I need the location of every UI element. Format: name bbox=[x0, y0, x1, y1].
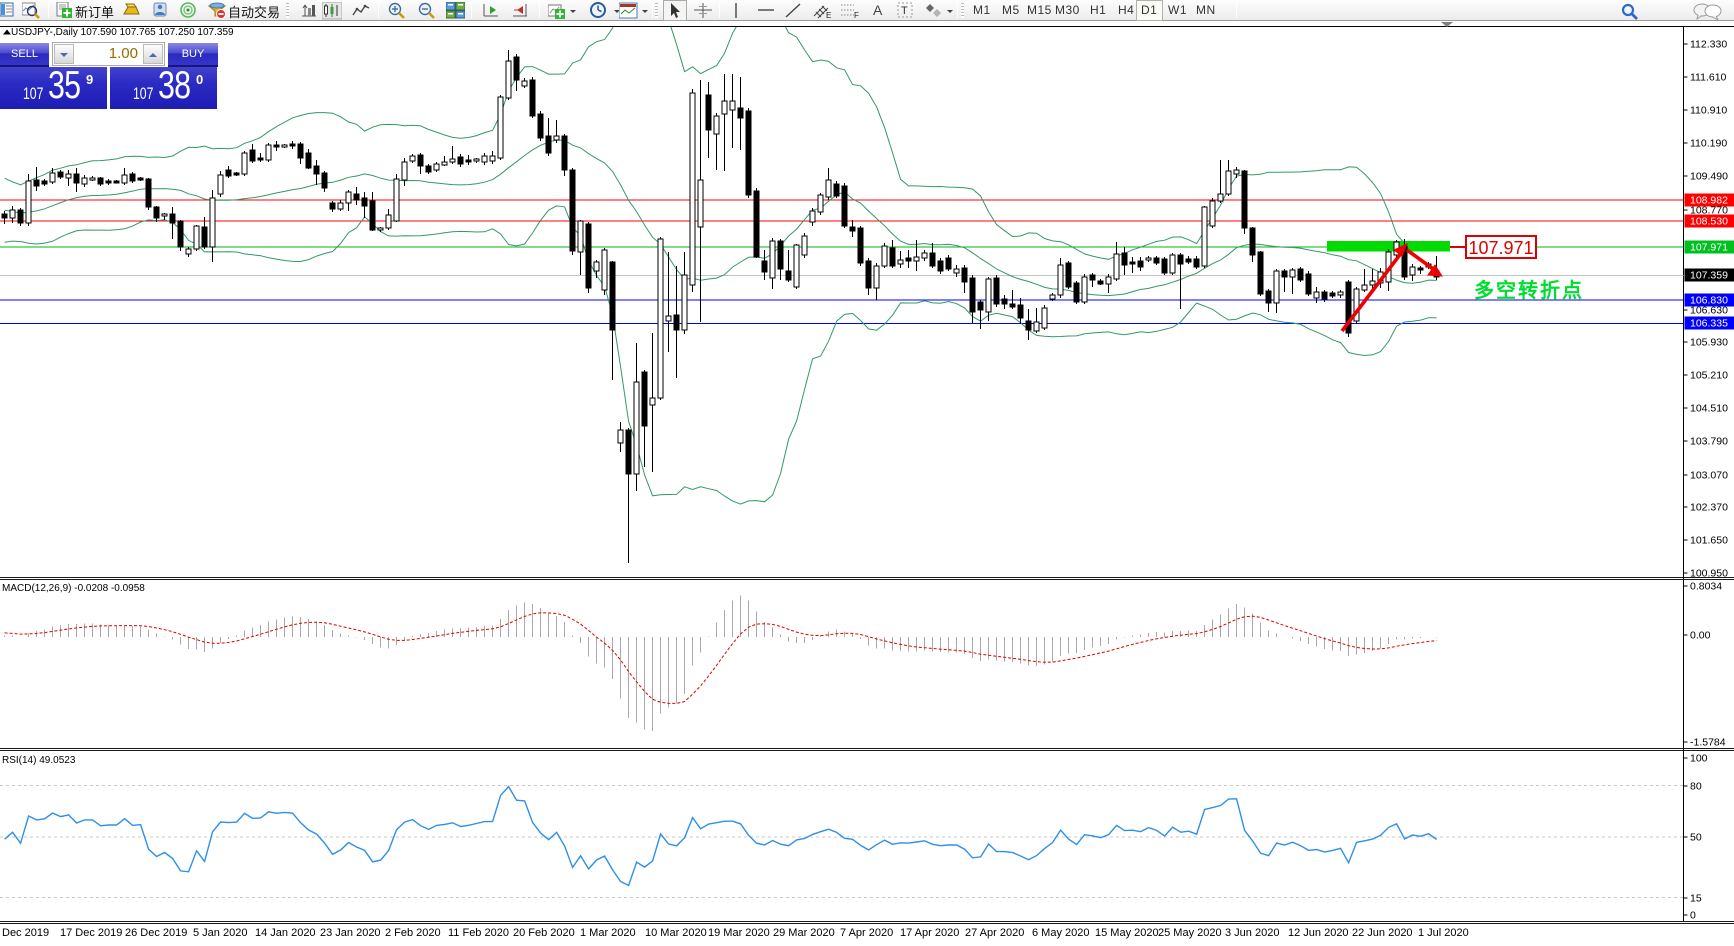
svg-text:20 Feb 2020: 20 Feb 2020 bbox=[513, 927, 575, 939]
svg-text:1 Mar 2020: 1 Mar 2020 bbox=[580, 927, 636, 939]
svg-text:多空转折点: 多空转折点 bbox=[1474, 278, 1584, 302]
svg-text:80: 80 bbox=[1690, 781, 1702, 793]
svg-text:105.210: 105.210 bbox=[1690, 370, 1728, 382]
svg-text:106.830: 106.830 bbox=[1690, 295, 1728, 307]
svg-text:14 Jan 2020: 14 Jan 2020 bbox=[255, 927, 316, 939]
svg-text:F: F bbox=[854, 11, 859, 20]
svg-text:106.630: 106.630 bbox=[1690, 305, 1728, 317]
svg-text:102.370: 102.370 bbox=[1690, 502, 1728, 514]
svg-text:0: 0 bbox=[1690, 910, 1696, 922]
svg-text:108.530: 108.530 bbox=[1690, 216, 1728, 228]
svg-text:USDJPY-,Daily 107.590 107.765: USDJPY-,Daily 107.590 107.765 107.250 10… bbox=[11, 27, 234, 38]
svg-text:111.610: 111.610 bbox=[1690, 72, 1727, 84]
svg-text:-1.5784: -1.5784 bbox=[1690, 737, 1726, 749]
svg-text:2 Feb 2020: 2 Feb 2020 bbox=[385, 927, 441, 939]
svg-text:10 Mar 2020: 10 Mar 2020 bbox=[645, 927, 707, 939]
svg-text:5 Jan 2020: 5 Jan 2020 bbox=[193, 927, 247, 939]
svg-text:107.971: 107.971 bbox=[1468, 238, 1533, 258]
svg-text:100: 100 bbox=[1690, 753, 1708, 765]
svg-text:112.330: 112.330 bbox=[1690, 39, 1727, 51]
svg-text:103.070: 103.070 bbox=[1690, 470, 1728, 482]
svg-text:T: T bbox=[901, 5, 908, 17]
svg-text:105.930: 105.930 bbox=[1690, 337, 1728, 349]
svg-text:108.770: 108.770 bbox=[1690, 205, 1728, 217]
svg-text:RSI(14) 49.0523: RSI(14) 49.0523 bbox=[2, 755, 76, 766]
svg-text:1 Jul 2020: 1 Jul 2020 bbox=[1418, 927, 1469, 939]
svg-text:110.190: 110.190 bbox=[1690, 138, 1727, 150]
svg-text:7 Apr 2020: 7 Apr 2020 bbox=[840, 927, 893, 939]
svg-text:0.8034: 0.8034 bbox=[1690, 581, 1722, 593]
svg-text:11 Feb 2020: 11 Feb 2020 bbox=[448, 927, 509, 939]
svg-text:Dec 2019: Dec 2019 bbox=[2, 927, 49, 939]
svg-text:27 Apr 2020: 27 Apr 2020 bbox=[965, 927, 1024, 939]
svg-text:22 Jun 2020: 22 Jun 2020 bbox=[1352, 927, 1413, 939]
svg-text:50: 50 bbox=[1690, 832, 1702, 844]
svg-text:104.510: 104.510 bbox=[1690, 403, 1728, 415]
svg-text:108.982: 108.982 bbox=[1690, 195, 1728, 207]
svg-text:12 Jun 2020: 12 Jun 2020 bbox=[1288, 927, 1349, 939]
svg-text:3 Jun 2020: 3 Jun 2020 bbox=[1225, 927, 1279, 939]
svg-text:E: E bbox=[826, 11, 831, 20]
svg-text:110.910: 110.910 bbox=[1690, 105, 1727, 117]
svg-text:109.490: 109.490 bbox=[1690, 171, 1728, 183]
svg-text:23 Jan 2020: 23 Jan 2020 bbox=[320, 927, 381, 939]
svg-text:17 Apr 2020: 17 Apr 2020 bbox=[900, 927, 959, 939]
svg-text:19 Mar 2020: 19 Mar 2020 bbox=[708, 927, 770, 939]
svg-text:6 May 2020: 6 May 2020 bbox=[1032, 927, 1089, 939]
svg-text:26 Dec 2019: 26 Dec 2019 bbox=[125, 927, 187, 939]
svg-text:107.359: 107.359 bbox=[1690, 270, 1728, 282]
svg-text:106.335: 106.335 bbox=[1690, 318, 1728, 330]
svg-text:100.950: 100.950 bbox=[1690, 568, 1728, 580]
svg-text:25 May 2020: 25 May 2020 bbox=[1158, 927, 1222, 939]
svg-text:15: 15 bbox=[1690, 893, 1702, 905]
svg-text:103.790: 103.790 bbox=[1690, 436, 1728, 448]
svg-text:MACD(12,26,9) -0.0208 -0.0958: MACD(12,26,9) -0.0208 -0.0958 bbox=[2, 583, 145, 594]
svg-text:17 Dec 2019: 17 Dec 2019 bbox=[60, 927, 122, 939]
svg-text:29 Mar 2020: 29 Mar 2020 bbox=[773, 927, 835, 939]
svg-text:101.650: 101.650 bbox=[1690, 535, 1728, 547]
svg-text:0.00: 0.00 bbox=[1690, 630, 1711, 642]
svg-text:15 May 2020: 15 May 2020 bbox=[1095, 927, 1159, 939]
svg-text:107.971: 107.971 bbox=[1690, 242, 1728, 254]
